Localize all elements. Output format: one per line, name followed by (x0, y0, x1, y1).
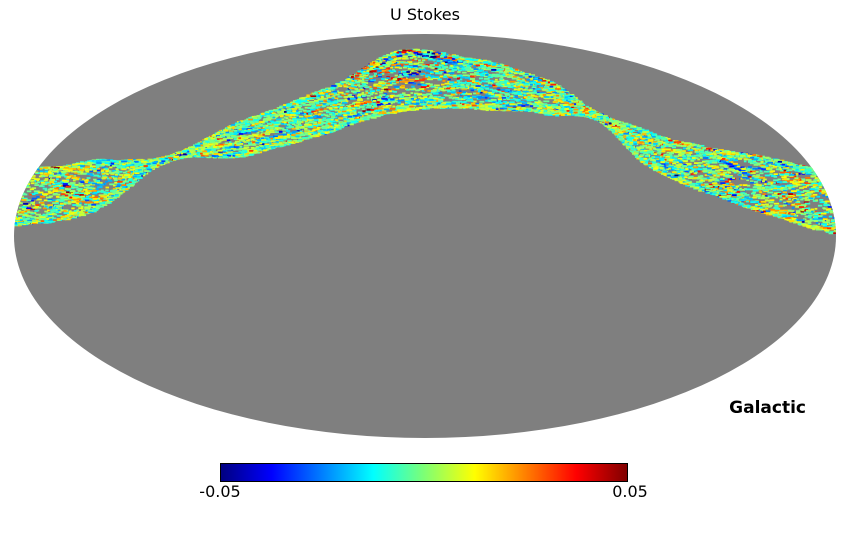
colorbar (220, 463, 628, 482)
colorbar-max-label: 0.05 (612, 482, 648, 501)
mollweide-skymap (0, 0, 850, 460)
coordinate-system-label: Galactic (729, 398, 806, 418)
colorbar-min-label: -0.05 (199, 482, 241, 501)
